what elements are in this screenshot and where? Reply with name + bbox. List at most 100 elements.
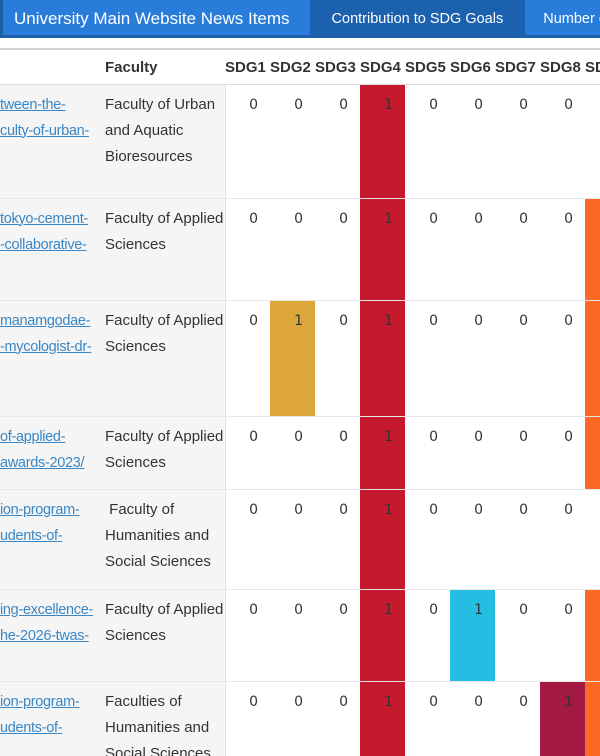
sdg-value-cell: 0 — [405, 681, 450, 756]
sdg-value-cell: 0 — [270, 416, 315, 490]
sdg-value-cell: 1 — [450, 589, 495, 682]
sdg-value-cell: 1 — [270, 300, 315, 417]
sdg-value-cell: 0 — [315, 198, 360, 301]
column-header-sdg5: SDG5 — [405, 48, 450, 85]
sdg-value-cell: 1 — [360, 300, 405, 417]
column-header-sdg9: SDG9 — [585, 48, 600, 85]
sdg-value-cell: 1 — [540, 681, 585, 756]
column-header-sdg4: SDG4 — [360, 48, 405, 85]
sdg-value-cell: 0 — [225, 416, 270, 490]
tab-bar: Contribution to SDG Goals Number of N — [309, 0, 600, 35]
sdg-value-cell: 0 — [585, 84, 600, 199]
news-item-link[interactable]: -collaborative- — [0, 236, 87, 253]
sdg-value-cell: 1 — [360, 681, 405, 756]
sdg-value-cell: 0 — [450, 198, 495, 301]
sdg-contribution-table: Faculty SDG1 SDG2 SDG3 SDG4 SDG5 SDG6 SDG7 SDG8 S… — [0, 48, 600, 756]
sdg-value-cell: 0 — [225, 589, 270, 682]
sdg-value-cell: 0 — [225, 84, 270, 199]
app-header: University Main Website News Items Contr… — [0, 0, 600, 38]
sdg-value-cell: 0 — [540, 489, 585, 590]
sdg-value-cell: 0 — [270, 589, 315, 682]
page-title: University Main Website News Items — [14, 9, 290, 28]
sdg-value-cell: 0 — [495, 489, 540, 590]
news-item-link[interactable]: culty-of-urban- — [0, 122, 89, 139]
header-edge-accent — [0, 0, 3, 35]
table-row: tween-the-culty-of-urban- Faculty of Urba… — [0, 84, 600, 199]
sdg-value-cell: 0 — [540, 300, 585, 417]
tab-number-of-news[interactable]: Number of N — [543, 11, 600, 27]
sdg-value-cell: 0 — [405, 416, 450, 490]
news-item-link[interactable]: -mycologist-dr- — [0, 338, 92, 355]
news-item-link[interactable]: tokyo-cement- — [0, 210, 88, 227]
news-item-link[interactable]: awards-2023/ — [0, 454, 85, 471]
news-link-cell: of-applied-awards-2023/ — [0, 416, 100, 490]
news-link-cell: ion-program-udents-of- — [0, 681, 100, 756]
news-item-link[interactable]: of-applied- — [0, 428, 66, 445]
sdg-value-cell: 0 — [270, 84, 315, 199]
sdg-value-cell: 0 — [450, 84, 495, 199]
table-row: ion-program-udents-of- Faculty of Humanit… — [0, 489, 600, 590]
sdg-value-cell: 0 — [405, 589, 450, 682]
table-header-row: Faculty SDG1 SDG2 SDG3 SDG4 SDG5 SDG6 SDG7 SDG8 S… — [0, 48, 600, 85]
news-link-cell: ion-program-udents-of- — [0, 489, 100, 590]
sdg-value-cell: 0 — [270, 198, 315, 301]
news-link-cell: tokyo-cement- -collaborative- — [0, 198, 100, 301]
sdg-value-cell: 0 — [315, 84, 360, 199]
column-header-faculty: Faculty — [100, 48, 225, 85]
sdg-value-cell: 0 — [270, 489, 315, 590]
sdg-value-cell: 0 — [540, 589, 585, 682]
news-item-link[interactable]: tween-the- — [0, 96, 66, 113]
sdg-value-cell: 0 — [225, 300, 270, 417]
sdg-value-cell: 0 — [225, 198, 270, 301]
news-item-link[interactable]: ion-program- — [0, 501, 80, 518]
sdg-value-cell: 0 — [225, 681, 270, 756]
sdg-value-cell: 0 — [495, 681, 540, 756]
news-link-cell: ing-excellence-he-2026-twas- — [0, 589, 100, 682]
sdg-value-cell: 0 — [315, 489, 360, 590]
sdg-value-cell: 1 — [360, 84, 405, 199]
sdg-value-cell: 0 — [450, 489, 495, 590]
sdg-value-cell: 0 — [225, 489, 270, 590]
sdg-value-cell: 0 — [450, 300, 495, 417]
tab-contribution-to-sdg-goals[interactable]: Contribution to SDG Goals — [309, 0, 526, 35]
column-header-sdg7: SDG7 — [495, 48, 540, 85]
news-item-link[interactable]: manamgodae- — [0, 312, 91, 329]
sdg-value-cell: 0 — [405, 489, 450, 590]
faculty-cell: Faculty of Applied Sciences — [100, 300, 226, 417]
news-item-link[interactable]: udents-of- — [0, 527, 63, 544]
sdg-value-cell: 0 — [315, 416, 360, 490]
sdg-value-cell: 1 — [585, 681, 600, 756]
column-header-sdg2: SDG2 — [270, 48, 315, 85]
table-panel: Faculty SDG1 SDG2 SDG3 SDG4 SDG5 SDG6 SDG7 SDG8 S… — [0, 38, 600, 756]
sdg-value-cell: 1 — [360, 489, 405, 590]
sdg-value-cell: 1 — [585, 589, 600, 682]
sdg-value-cell: 1 — [585, 198, 600, 301]
news-item-link[interactable]: ion-program- — [0, 693, 80, 710]
column-header-sdg6: SDG6 — [450, 48, 495, 85]
news-item-link[interactable]: ing-excellence- — [0, 601, 94, 618]
faculty-cell: Faculty of Urban and Aquatic Bioresources — [100, 84, 226, 199]
sdg-value-cell: 0 — [315, 589, 360, 682]
faculty-cell: Faculty of Applied Sciences — [100, 589, 226, 682]
sdg-value-cell: 0 — [405, 198, 450, 301]
sdg-value-cell: 0 — [270, 681, 315, 756]
table-row: tokyo-cement- -collaborative- Faculty of A… — [0, 198, 600, 301]
sdg-value-cell: 1 — [360, 589, 405, 682]
sdg-value-cell: 0 — [315, 300, 360, 417]
news-link-cell: tween-the-culty-of-urban- — [0, 84, 100, 199]
sdg-value-cell: 1 — [585, 300, 600, 417]
news-item-link[interactable]: he-2026-twas- — [0, 627, 89, 644]
sdg-value-cell: 0 — [495, 416, 540, 490]
sdg-value-cell: 1 — [360, 416, 405, 490]
column-header-sdg1: SDG1 — [225, 48, 270, 85]
news-item-link[interactable]: udents-of- — [0, 719, 63, 736]
faculty-cell: Faculty of Applied Sciences — [100, 416, 226, 490]
faculty-cell: Faculty of Humanities and Social Sciences — [100, 489, 226, 590]
column-header-sdg8: SDG8 — [540, 48, 585, 85]
column-header-sdg3: SDG3 — [315, 48, 360, 85]
sdg-value-cell: 0 — [450, 416, 495, 490]
sdg-value-cell: 0 — [495, 300, 540, 417]
sdg-value-cell: 0 — [495, 84, 540, 199]
news-link-cell: manamgodae- -mycologist-dr- — [0, 300, 100, 417]
